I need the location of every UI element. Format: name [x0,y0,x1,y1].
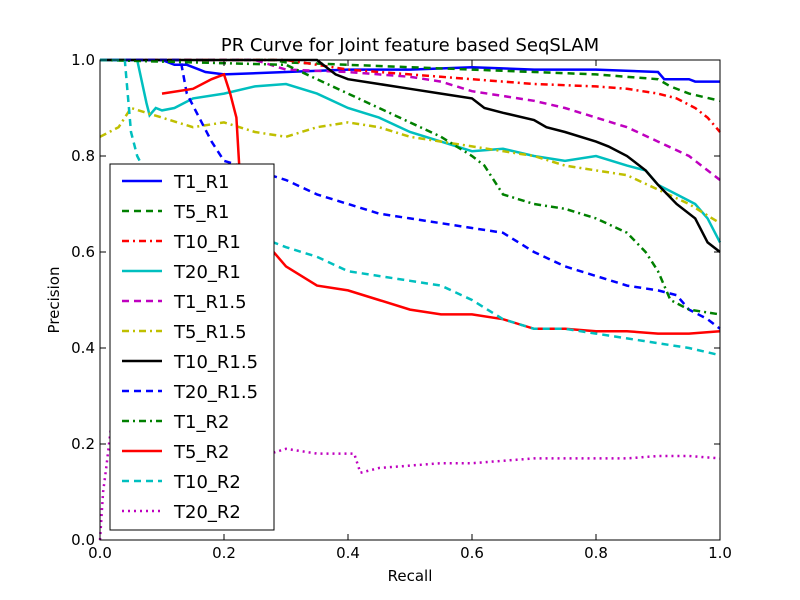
legend-label: T20_R1.5 [173,382,258,403]
x-axis-label: Recall [388,567,433,585]
legend-label: T5_R1.5 [173,322,247,343]
legend-label: T1_R1 [173,172,229,193]
series-line-t10-r1-5 [100,58,721,253]
plot-frame [99,59,721,541]
ticks-group: 0.0 0.2 0.4 0.6 0.8 1.0 0.0 0.2 0.4 0.6 0.8 1.0 [71,51,732,562]
legend-label: T20_R1 [173,262,241,283]
legend-label: T10_R1 [173,232,241,253]
y-tick-label: 0.0 [71,531,95,549]
y-axis-label: Precision [45,267,63,334]
y-tick-label: 0.6 [71,243,95,261]
legend-box [109,163,275,531]
x-tick-label: 0.2 [212,544,236,562]
series-line-t20-r1-5 [100,58,721,330]
x-tick-label: 1.0 [708,544,732,562]
legend-label: T1_R2 [173,412,229,433]
x-tick-label: 0.6 [460,544,484,562]
legend-label: T20_R2 [173,502,241,523]
x-tick-label: 0.4 [336,544,360,562]
legend-label: T5_R2 [173,442,229,463]
x-tick-label: 0.8 [584,544,608,562]
y-tick-label: 0.8 [71,147,95,165]
x-tick-label: 0.0 [88,544,112,562]
series-line-t1-r1-5 [100,58,721,181]
y-tick-label: 0.2 [71,435,95,453]
series-line-t10-r1 [100,58,721,133]
legend-label: T10_R1.5 [173,352,258,373]
chart-title: PR Curve for Joint feature based SeqSLAM [221,35,599,56]
legend: T1_R1 T5_R1 T10_R1 T20_R1 T1_R1.5 T5_R1.5 T10_… [109,163,275,531]
y-tick-label: 1.0 [71,51,95,69]
legend-label: T1_R1.5 [173,292,247,313]
series-line-t5-r1 [100,58,721,103]
series-line-t5-r2 [161,72,721,335]
series-line-t1-r1 [100,58,720,83]
y-tick-label: 0.4 [71,339,95,357]
legend-label: T5_R1 [173,202,229,223]
series-line-t1-r2 [99,58,721,316]
legend-label: T10_R2 [173,472,241,493]
